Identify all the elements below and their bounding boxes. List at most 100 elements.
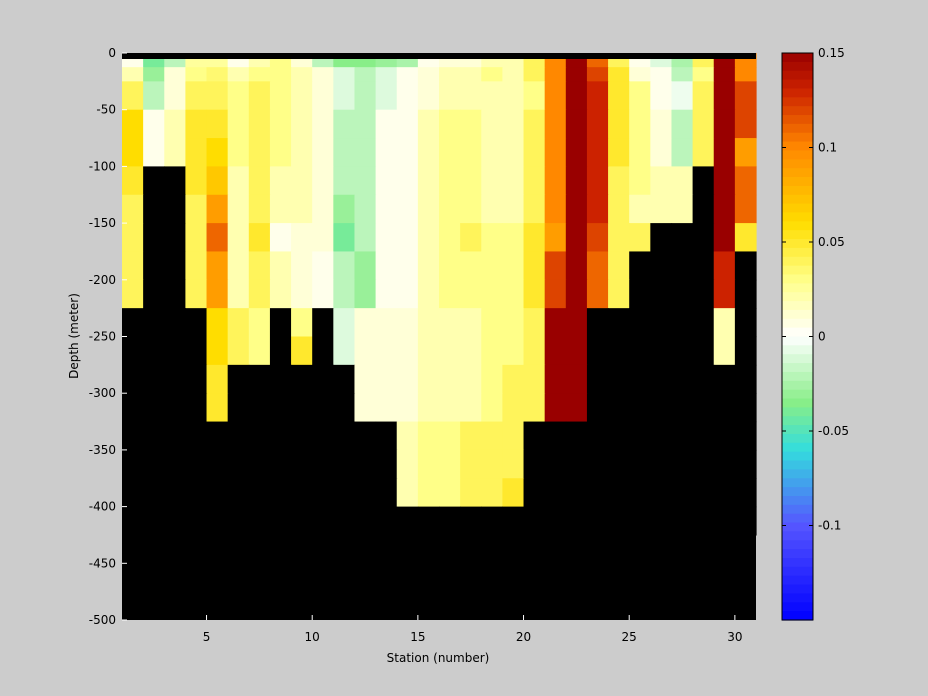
heatmap-cell <box>375 506 398 536</box>
heatmap-cell <box>122 251 144 281</box>
colorbar-segment <box>782 602 813 612</box>
heatmap-cell <box>650 251 673 281</box>
y-tick-label: -350 <box>89 443 116 457</box>
heatmap-cell <box>629 364 651 394</box>
colorbar-segment <box>782 132 813 143</box>
colorbar-segment <box>782 371 813 382</box>
heatmap-cell <box>354 81 377 111</box>
colorbar-segment <box>782 566 813 577</box>
heatmap-cell <box>122 336 144 366</box>
heatmap-cell <box>164 308 186 338</box>
heatmap-cell <box>122 194 144 224</box>
heatmap-cell <box>164 194 186 224</box>
heatmap-cell <box>692 336 715 366</box>
heatmap-cell <box>502 138 525 167</box>
heatmap-cell <box>565 279 588 309</box>
heatmap-cell <box>164 449 186 479</box>
heatmap-cell <box>608 109 630 139</box>
heatmap-cell <box>122 81 144 111</box>
heatmap-cell <box>523 81 546 111</box>
heatmap-cell <box>185 223 208 253</box>
heatmap-cell <box>586 138 609 167</box>
heatmap-cell <box>523 223 546 253</box>
heatmap-cell <box>460 194 482 224</box>
heatmap-cell <box>608 223 630 253</box>
heatmap-cell <box>164 506 186 536</box>
colorbar: -0.1 -0.05 0 0.05 0.1 0.15 <box>781 46 849 621</box>
heatmap-cell <box>227 393 250 423</box>
heatmap-cell <box>523 449 546 479</box>
heatmap-cell <box>354 138 377 167</box>
heatmap-cell <box>269 421 292 451</box>
heatmap-cell <box>206 109 229 139</box>
heatmap-cell <box>502 251 525 281</box>
heatmap-cell <box>586 393 609 423</box>
heatmap-cell <box>354 67 377 82</box>
heatmap-cell <box>122 166 144 196</box>
heatmap-cell <box>439 478 461 508</box>
heatmap-cell <box>333 478 356 508</box>
colorbar-segment <box>782 123 813 134</box>
heatmap-cell <box>396 308 419 338</box>
heatmap-cell <box>650 81 673 111</box>
heatmap-cell <box>671 251 694 281</box>
colorbar-segment <box>782 106 813 116</box>
heatmap-cell <box>502 223 525 253</box>
heatmap-cell <box>375 478 398 508</box>
heatmap-cell <box>206 308 229 338</box>
colorbar-segment <box>782 451 813 462</box>
heatmap-cell <box>439 279 461 309</box>
heatmap-cell <box>629 166 651 196</box>
heatmap-cell <box>375 223 398 253</box>
colorbar-segment <box>782 495 813 506</box>
colorbar-segment <box>782 513 813 524</box>
heatmap-cell <box>143 421 165 451</box>
heatmap-cell <box>734 67 757 82</box>
heatmap-cell <box>185 166 208 196</box>
heatmap-cell <box>671 421 694 451</box>
heatmap-cell <box>481 364 503 394</box>
heatmap-cell <box>248 364 271 394</box>
heatmap-cell <box>692 166 715 196</box>
heatmap-cell <box>565 336 588 366</box>
heatmap-cell <box>248 67 271 82</box>
heatmap-cell <box>608 67 630 82</box>
heatmap-cell <box>269 308 292 338</box>
colorbar-segment <box>782 478 813 488</box>
heatmap-cell <box>629 421 651 451</box>
colorbar-segment <box>782 398 813 408</box>
heatmap-cell <box>164 421 186 451</box>
heatmap-cell <box>417 194 440 224</box>
heatmap-cell <box>185 421 208 451</box>
heatmap-cell <box>439 421 461 451</box>
heatmap-cell <box>185 506 208 536</box>
heatmap-cell <box>460 251 482 281</box>
heatmap-cell <box>291 449 313 479</box>
heatmap-cell <box>143 138 165 167</box>
heatmap-cell <box>481 194 503 224</box>
heatmap-cell <box>164 166 186 196</box>
heatmap-cell <box>227 194 250 224</box>
heatmap-cell <box>481 421 503 451</box>
heatmap-cell <box>248 251 271 281</box>
heatmap-cell <box>291 393 313 423</box>
heatmap-cell <box>734 81 757 111</box>
heatmap-cell <box>185 109 208 139</box>
heatmap-cell <box>544 109 567 139</box>
heatmap-cell <box>502 478 525 508</box>
heatmap-cell <box>248 194 271 224</box>
heatmap-cell <box>333 393 356 423</box>
heatmap-cell <box>291 308 313 338</box>
heatmap-cell <box>629 478 651 508</box>
heatmap-cell <box>206 478 229 508</box>
heatmap-cell <box>460 279 482 309</box>
heatmap-cell <box>227 279 250 309</box>
heatmap-cell <box>481 279 503 309</box>
heatmap-cell <box>523 478 546 508</box>
heatmap-cell <box>143 67 165 82</box>
colorbar-segment <box>782 407 813 417</box>
heatmap-cell <box>312 138 334 167</box>
heatmap-cell <box>439 336 461 366</box>
heatmap-cell <box>608 506 630 536</box>
heatmap-cell <box>523 421 546 451</box>
